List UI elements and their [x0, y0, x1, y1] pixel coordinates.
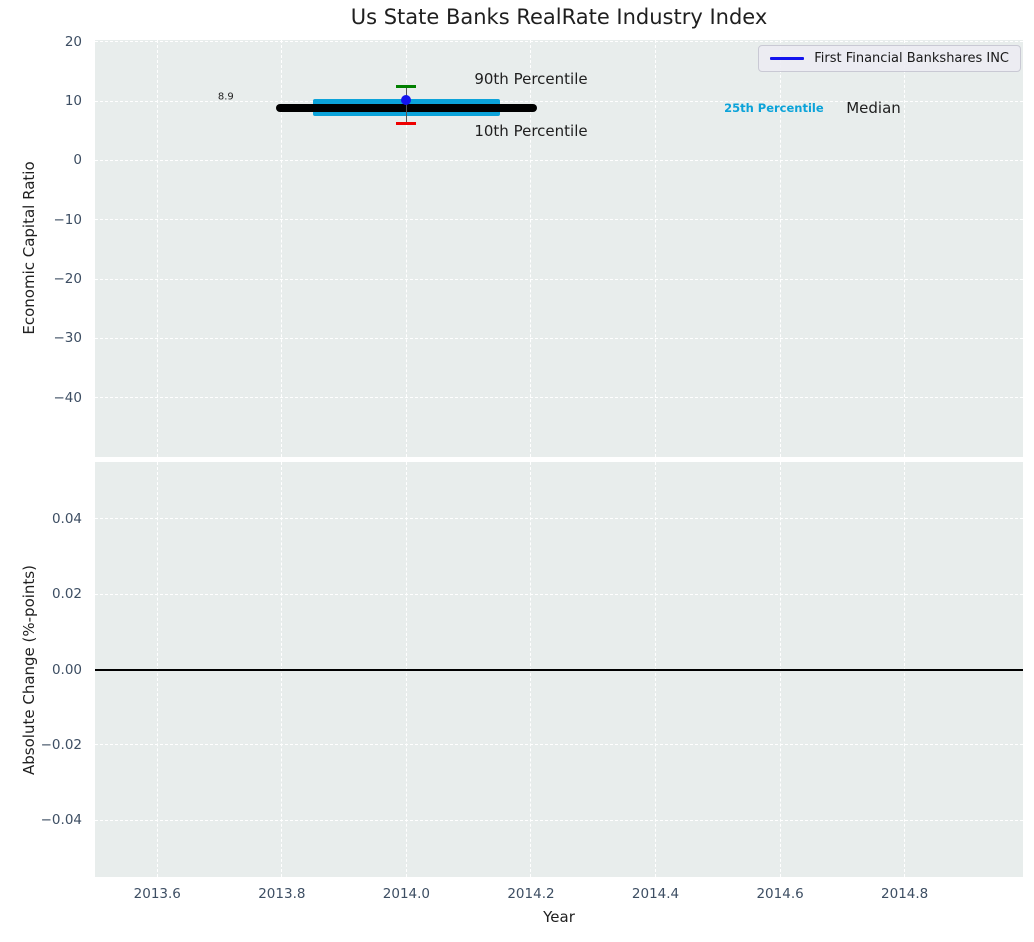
y-tick-label: −30	[53, 330, 83, 347]
y-tick-label: −0.02	[40, 736, 82, 753]
x-gridline	[281, 40, 283, 457]
y-tick-label: 0	[73, 152, 82, 169]
x-tick-label: 2013.8	[258, 886, 306, 902]
y-gridline	[95, 159, 1023, 161]
y-tick-label: 20	[64, 33, 82, 50]
chart-annotation: 10th Percentile	[474, 121, 588, 140]
x-tick-label: 2014.0	[382, 886, 431, 902]
x-gridline	[405, 40, 407, 457]
x-gridline	[530, 40, 532, 457]
x-gridline	[156, 40, 158, 457]
chart-annotation: Median	[846, 98, 901, 117]
y-gridline	[95, 278, 1023, 280]
legend: First Financial Bankshares INC	[758, 45, 1021, 72]
x-gridline	[655, 40, 657, 457]
y-gridline	[95, 397, 1023, 399]
legend-line-swatch	[770, 57, 805, 60]
y-gridline	[95, 744, 1023, 746]
y-tick-label: −10	[53, 211, 83, 228]
x-tick-label: 2014.4	[631, 886, 680, 902]
y-gridline	[95, 219, 1023, 221]
y-gridline	[95, 41, 1023, 43]
y-gridline	[95, 819, 1023, 821]
x-axis-label: Year	[543, 908, 575, 926]
x-tick-label: 2014.8	[881, 886, 929, 902]
chart-annotation: 8.9	[217, 91, 234, 103]
whisker-cap-10th	[396, 121, 417, 125]
y-tick-label: 0.02	[51, 586, 82, 603]
y-tick-label: −0.04	[40, 812, 82, 829]
y-gridline	[95, 337, 1023, 339]
chart-annotation: 90th Percentile	[474, 70, 588, 89]
y-gridline	[95, 518, 1023, 520]
y-axis-label-bottom: Absolute Change (%-points)	[20, 565, 38, 775]
x-tick-label: 2014.6	[756, 886, 804, 902]
y-tick-label: 10	[64, 93, 82, 110]
bottom-chart	[95, 462, 1023, 877]
zero-line	[95, 668, 1023, 671]
legend-label: First Financial Bankshares INC	[814, 51, 1009, 66]
y-axis-label-top: Economic Capital Ratio	[20, 161, 38, 335]
chart-title: Us State Banks RealRate Industry Index	[350, 5, 768, 29]
company-point	[401, 94, 412, 105]
y-tick-label: −40	[53, 389, 83, 406]
y-tick-label: 0.00	[51, 661, 82, 678]
x-gridline	[904, 40, 906, 457]
x-tick-label: 2014.2	[507, 886, 555, 902]
y-tick-label: 0.04	[51, 510, 82, 527]
x-tick-label: 2013.6	[133, 886, 181, 902]
whisker-cap-90th	[396, 84, 417, 88]
top-chart: 8.9 90th Percentile 10th Percentile 25th Pe…	[95, 40, 1023, 457]
chart-annotation: 25th Percentile	[724, 100, 824, 115]
y-gridline	[95, 593, 1023, 595]
y-tick-label: −20	[53, 271, 83, 288]
x-gridline	[779, 40, 781, 457]
y-gridline	[95, 100, 1023, 102]
